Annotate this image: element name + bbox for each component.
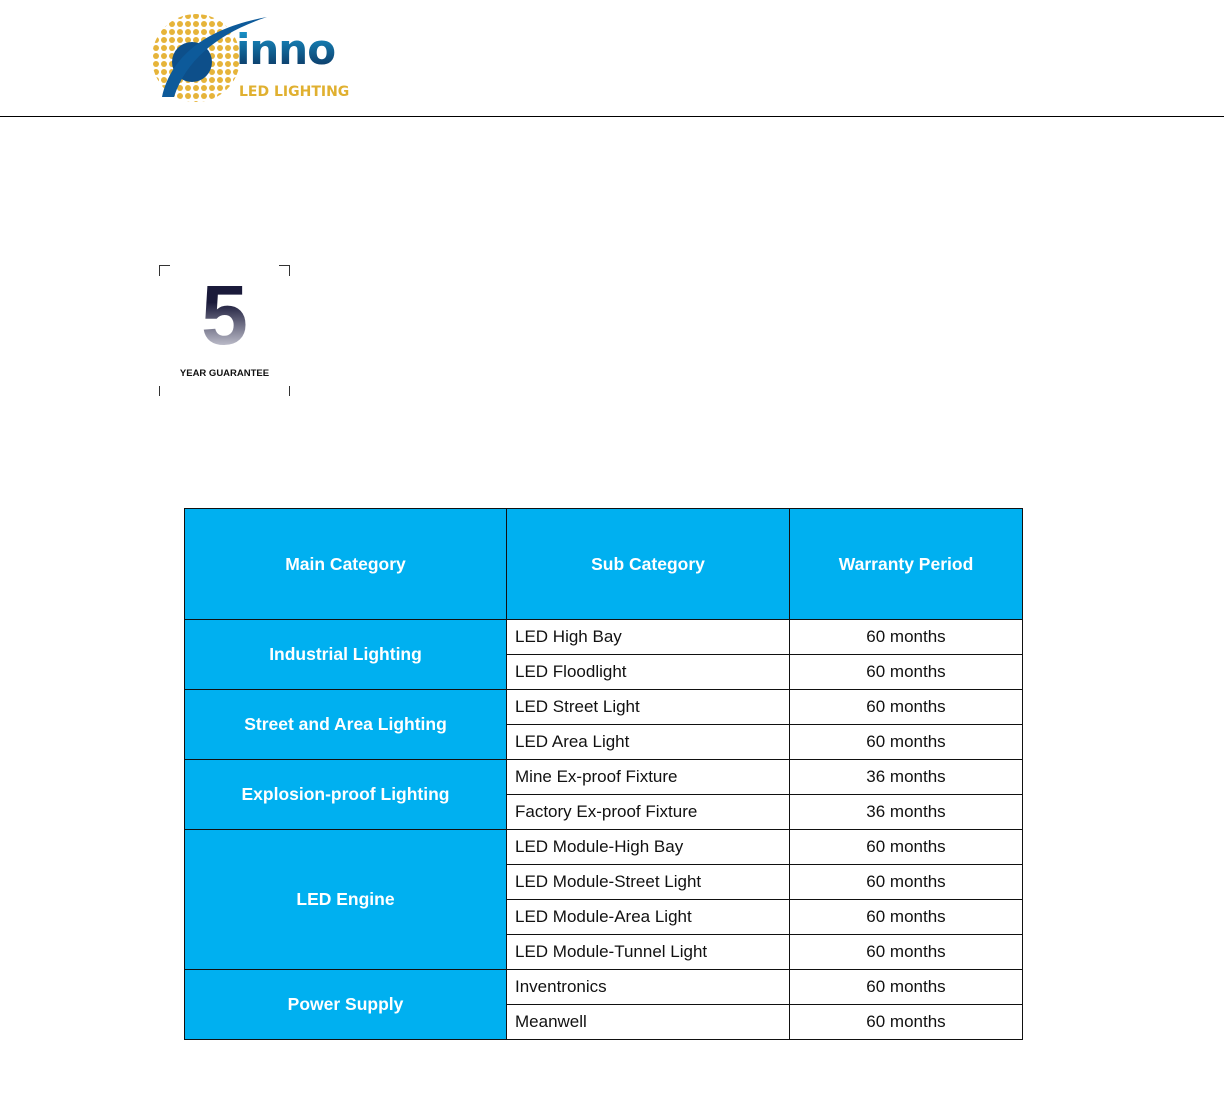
warranty-period-cell: 60 months <box>789 689 1023 725</box>
sub-category-cell: LED Module-Street Light <box>506 864 790 900</box>
table-row: LED Module-Street Light 60 months <box>185 864 1023 900</box>
main-category-cell: Explosion-proof Lighting <box>184 759 507 830</box>
warranty-period-cell: 60 months <box>789 899 1023 935</box>
warranty-period-cell: 60 months <box>789 829 1023 865</box>
logo-tagline-text: LED LIGHTING <box>239 84 349 100</box>
header-sub-category: Sub Category <box>506 508 790 620</box>
sub-category-cell: Inventronics <box>506 969 790 1005</box>
warranty-period-cell: 36 months <box>789 759 1023 795</box>
warranty-period-cell: 60 months <box>789 1004 1023 1040</box>
main-category-cell: Street and Area Lighting <box>184 689 507 760</box>
table-row: Meanwell 60 months <box>185 1004 1023 1040</box>
sub-category-cell: LED Module-Tunnel Light <box>506 934 790 970</box>
sub-category-cell: LED Module-Area Light <box>506 899 790 935</box>
main-category-cell: LED Engine <box>184 829 507 970</box>
badge-label: YEAR GUARANTEE <box>179 368 270 379</box>
sub-category-cell: LED High Bay <box>506 619 790 655</box>
table-row: Factory Ex-proof Fixture 36 months <box>185 794 1023 830</box>
corner-mark <box>279 265 290 276</box>
table-row: LED Module-Tunnel Light 60 months <box>185 934 1023 970</box>
logo-graphic: inno LED LIGHTING <box>152 14 349 102</box>
sub-category-cell: LED Street Light <box>506 689 790 725</box>
year-guarantee-badge: 5 YEAR GUARANTEE <box>159 265 290 396</box>
sub-category-cell: LED Area Light <box>506 724 790 760</box>
corner-mark <box>159 265 170 276</box>
sub-category-cell: LED Floodlight <box>506 654 790 690</box>
table-header-row: Main Category Sub Category Warranty Peri… <box>184 508 1023 620</box>
table-row: Explosion-proof Lighting Mine Ex-proof Fi… <box>184 759 1023 830</box>
inno-logo: inno LED LIGHTING <box>152 12 367 104</box>
warranty-period-cell: 36 months <box>789 794 1023 830</box>
sub-category-cell: Meanwell <box>506 1004 790 1040</box>
main-category-cell: Power Supply <box>184 969 507 1040</box>
warranty-period-cell: 60 months <box>789 724 1023 760</box>
corner-mark <box>279 386 290 396</box>
header-main-category: Main Category <box>184 508 507 620</box>
sub-category-cell: Factory Ex-proof Fixture <box>506 794 790 830</box>
warranty-period-cell: 60 months <box>789 654 1023 690</box>
sub-category-cell: Mine Ex-proof Fixture <box>506 759 790 795</box>
warranty-period-cell: 60 months <box>789 619 1023 655</box>
table-row: LED Floodlight 60 months <box>185 654 1023 690</box>
warranty-table: Main Category Sub Category Warranty Peri… <box>184 508 1023 1040</box>
header-divider <box>0 116 1224 117</box>
logo-brand-text: inno <box>236 25 335 74</box>
sub-category-cell: LED Module-High Bay <box>506 829 790 865</box>
warranty-period-cell: 60 months <box>789 934 1023 970</box>
table-row: Street and Area Lighting LED Street Light… <box>184 689 1023 760</box>
warranty-period-cell: 60 months <box>789 969 1023 1005</box>
corner-mark <box>159 386 170 396</box>
table-row: Power Supply Inventronics 60 months <box>184 969 1023 1040</box>
table-row: LED Module-Area Light 60 months <box>185 899 1023 935</box>
main-category-cell: Industrial Lighting <box>184 619 507 690</box>
badge-number: 5 <box>159 273 290 357</box>
header-warranty-period: Warranty Period <box>789 508 1023 620</box>
warranty-period-cell: 60 months <box>789 864 1023 900</box>
table-row: Industrial Lighting LED High Bay 60 months <box>184 619 1023 690</box>
table-row: LED Engine LED Module-High Bay 60 months <box>184 829 1023 970</box>
